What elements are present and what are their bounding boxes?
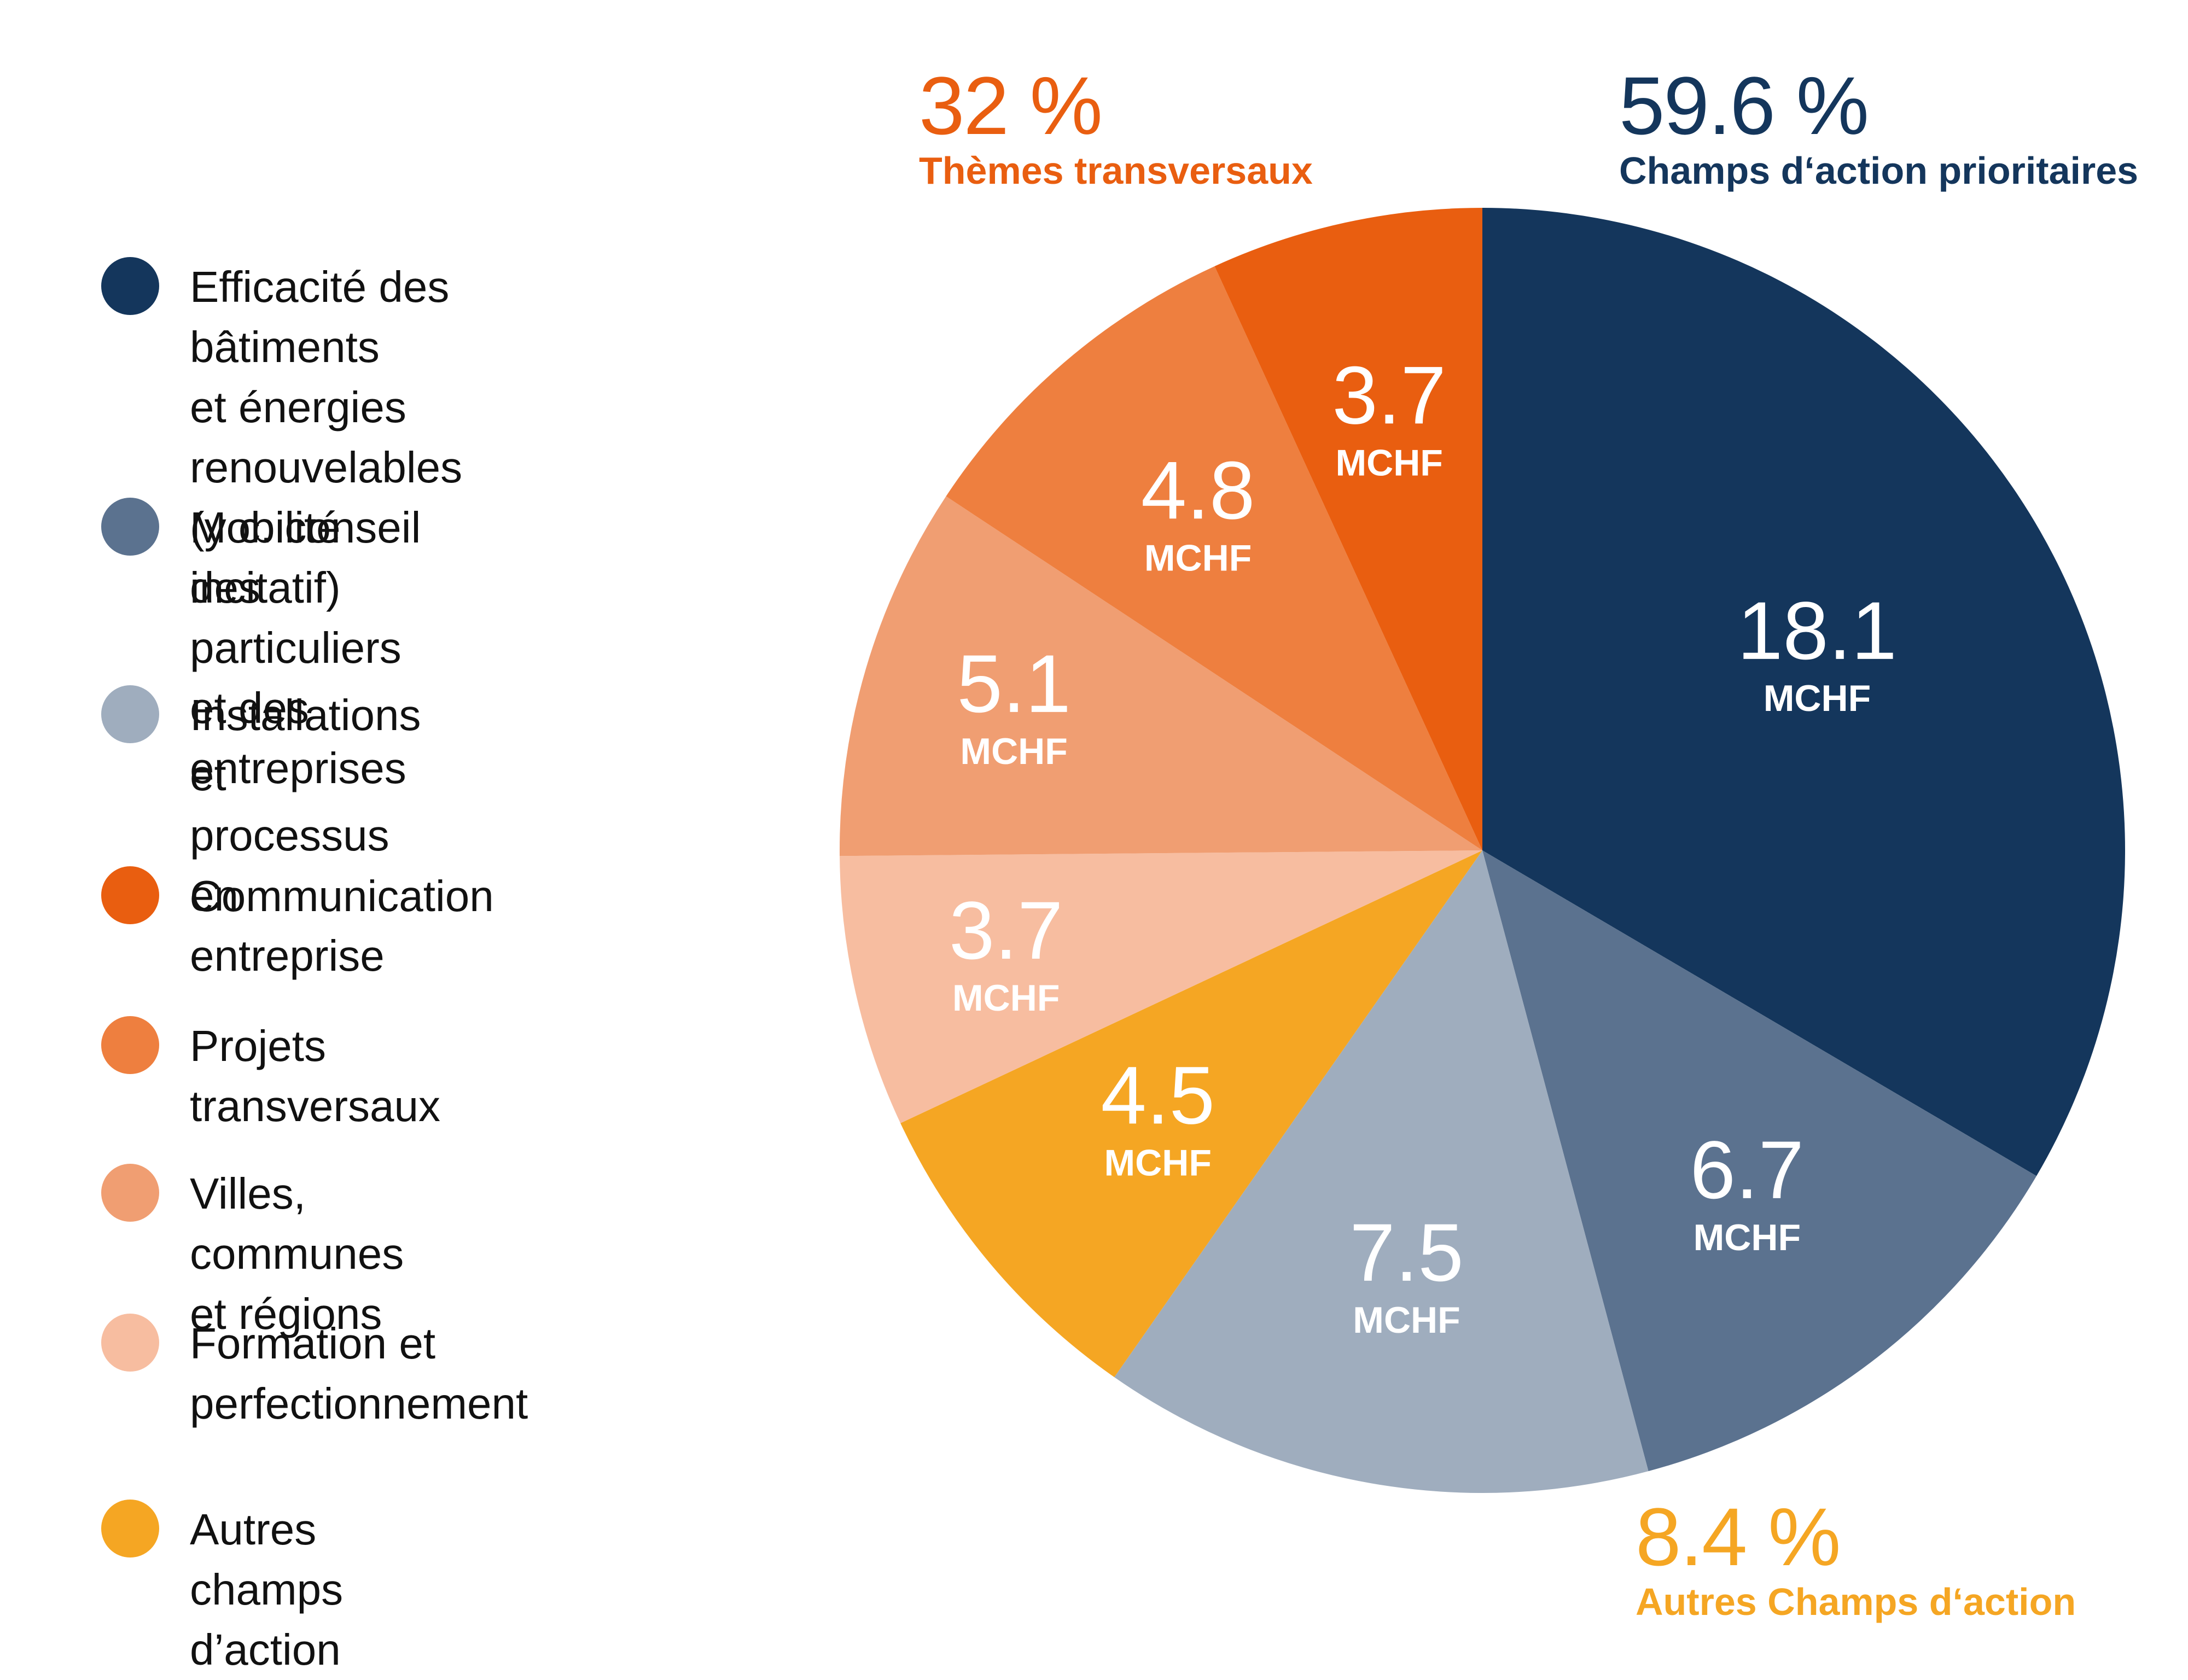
group-percent: 32 % — [919, 60, 1103, 151]
pie-slice — [1482, 208, 2125, 1176]
legend-swatch — [101, 1016, 159, 1074]
legend-label: Efficacité des bâtiments et énergies ren… — [190, 262, 463, 612]
pie-slice — [840, 850, 1482, 1123]
pie-slice — [840, 496, 1482, 856]
pie-slice — [1114, 850, 1649, 1493]
slice-unit-label: MCHF — [1353, 1299, 1460, 1341]
legend-swatch — [101, 1314, 159, 1372]
legend-label: Communication — [190, 872, 494, 920]
legend-swatch — [101, 498, 159, 556]
group-name: Thèmes transversaux — [919, 149, 1313, 192]
slice-value-label: 4.8 — [1141, 444, 1255, 536]
slice-value-label: 7.5 — [1349, 1206, 1464, 1298]
legend-label: Formation et perfectionnement — [190, 1319, 528, 1428]
group-label-transversaux: 32 % Thèmes transversaux — [919, 65, 1313, 192]
slice-value-label: 4.5 — [1101, 1049, 1215, 1141]
legend-swatch — [101, 257, 159, 315]
slice-value-label: 5.1 — [957, 638, 1071, 730]
legend-swatch — [101, 1500, 159, 1558]
slice-value-label: 18.1 — [1737, 585, 1897, 676]
group-label-autres: 8.4 % Autres Champs d‘action — [1636, 1496, 2076, 1624]
slice-unit-label: MCHF — [1104, 1142, 1212, 1183]
group-name: Autres Champs d‘action — [1636, 1580, 2076, 1623]
pie-slice — [900, 850, 1482, 1378]
legend-label: Projets transversaux — [190, 1022, 440, 1130]
pie-slice — [1214, 208, 1482, 850]
legend-label: Mobilité des particuliers et des entrepr… — [190, 503, 406, 792]
legend-swatch — [101, 685, 159, 743]
slice-unit-label: MCHF — [1144, 537, 1252, 579]
group-name: Champs d‘action prioritaires — [1619, 149, 2139, 192]
group-percent: 59.6 % — [1619, 60, 1869, 151]
pie-chart: 18.1MCHF6.7MCHF7.5MCHF4.5MCHF3.7MCHF5.1M… — [840, 208, 2125, 1493]
slice-value-label: 3.7 — [949, 884, 1063, 976]
pie-slice — [946, 266, 1482, 851]
slice-value-label: 6.7 — [1690, 1124, 1805, 1216]
group-label-prioritaires: 59.6 % Champs d‘action prioritaires — [1619, 65, 2138, 192]
slice-unit-label: MCHF — [1335, 442, 1442, 483]
slice-unit-label: MCHF — [952, 977, 1060, 1019]
legend-swatch — [101, 866, 159, 924]
legend-label: Installations et processus en entreprise — [190, 691, 421, 980]
slice-value-label: 3.7 — [1332, 349, 1446, 441]
pie-slice — [1482, 850, 2037, 1472]
slice-unit-label: MCHF — [1694, 1217, 1801, 1258]
legend: Efficacité des bâtiments et énergies ren… — [101, 257, 894, 1674]
slice-unit-label: MCHF — [960, 731, 1067, 772]
slice-unit-label: MCHF — [1764, 678, 1871, 719]
legend-label: Villes, communes et régions — [190, 1169, 404, 1338]
group-percent: 8.4 % — [1636, 1491, 1841, 1583]
legend-swatch — [101, 1164, 159, 1222]
